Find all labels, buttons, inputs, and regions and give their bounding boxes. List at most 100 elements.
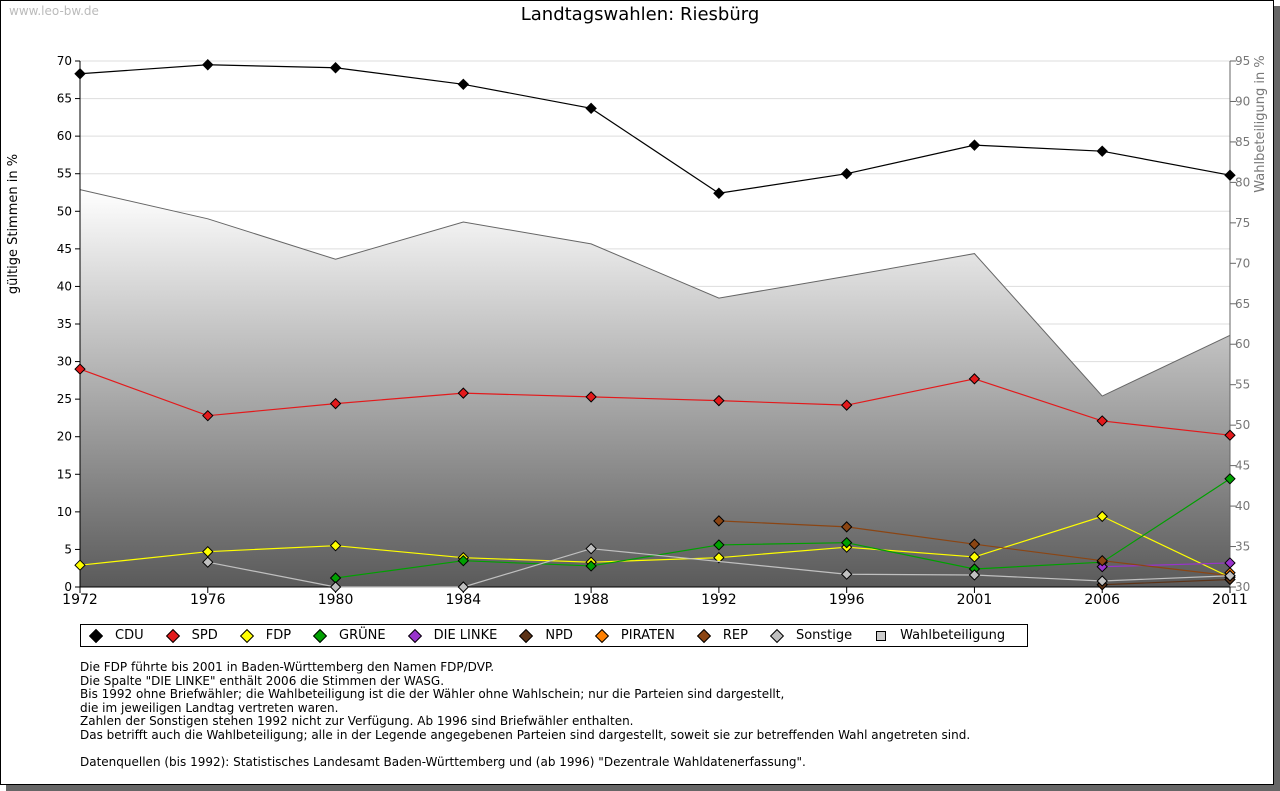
note-line <box>80 743 970 757</box>
x-tick-label: 1996 <box>829 592 865 608</box>
point-cdu <box>968 139 981 151</box>
note-line: Bis 1992 ohne Briefwähler; die Wahlbetei… <box>80 687 785 702</box>
y-tick-label: 40 <box>57 279 72 293</box>
point-grüne <box>1224 473 1236 485</box>
legend-marker-icon <box>876 630 887 641</box>
legend-item: Wahlbeteiligung <box>876 628 1005 643</box>
x-tick-label: 2001 <box>957 592 993 608</box>
point-cdu <box>457 78 470 91</box>
legend-item: SPD <box>165 628 218 643</box>
legend-marker-icon <box>696 628 711 643</box>
y-tick-label: 50 <box>57 204 72 218</box>
x-tick-label: 2011 <box>1212 592 1248 608</box>
legend-item: CDU <box>88 628 144 643</box>
y-tick-label: 10 <box>57 505 72 519</box>
point-cdu <box>840 168 853 180</box>
legend-item: FDP <box>239 628 292 643</box>
legend-marker-icon <box>165 628 180 643</box>
point-cdu <box>202 59 214 71</box>
x-tick-label: 1984 <box>446 592 482 608</box>
x-tick-label: 1980 <box>318 592 354 608</box>
line-sonstige <box>207 548 1231 588</box>
point-spd <box>1224 429 1236 441</box>
legend-marker-icon <box>88 628 104 643</box>
y2-tick-label: 60 <box>1235 337 1250 351</box>
point-fdp <box>1096 510 1108 523</box>
point-fdp <box>968 551 981 563</box>
x-tick-label: 1992 <box>701 592 737 608</box>
y2-tick-label: 70 <box>1235 256 1250 270</box>
point-grüne <box>585 560 597 572</box>
y2-tick-label: 35 <box>1235 540 1250 554</box>
point-cdu <box>713 187 725 199</box>
point-spd <box>202 409 214 422</box>
point-fdp <box>329 539 342 552</box>
point-sonstige <box>202 556 214 568</box>
legend-label: REP <box>722 628 748 643</box>
y-tick-label: 35 <box>57 317 72 331</box>
legend-label: FDP <box>265 628 292 643</box>
legend-item: REP <box>696 628 748 643</box>
line-fdp <box>79 515 1231 578</box>
y-tick-label: 65 <box>57 92 72 106</box>
y2-tick-label: 45 <box>1235 459 1250 473</box>
legend-marker-icon <box>519 628 534 643</box>
legend-marker-icon <box>769 628 785 643</box>
legend-item: GRÜNE <box>312 628 386 643</box>
legend-marker-icon <box>239 628 254 643</box>
y-tick-label: 20 <box>57 430 72 444</box>
watermark: www.leo-bw.de <box>9 4 99 18</box>
point-rep <box>713 515 725 527</box>
y-tick-label: 70 <box>57 54 72 68</box>
y2-tick-label: 40 <box>1235 499 1250 513</box>
point-sonstige <box>585 542 597 555</box>
note-line: Datenquellen (bis 1992): Statistisches L… <box>80 755 806 770</box>
y2-tick-label: 75 <box>1235 216 1250 230</box>
note-line: die im jeweiligen Landtag vertreten ware… <box>80 700 339 715</box>
point-spd <box>585 391 597 403</box>
y2-axis-label: Wahlbeteiligung in % <box>1253 55 1268 192</box>
point-spd <box>713 394 725 407</box>
point-spd <box>1096 415 1108 427</box>
point-sonstige <box>457 581 470 593</box>
point-sonstige <box>1224 570 1236 582</box>
point-die-linke <box>1096 561 1108 573</box>
point-sonstige <box>968 569 981 581</box>
point-cdu <box>74 68 86 80</box>
point-sonstige <box>840 568 853 580</box>
legend-label: SPD <box>191 628 218 643</box>
legend-item: DIE LINKE <box>407 628 497 643</box>
line-cdu <box>79 64 1231 194</box>
y-tick-label: 60 <box>57 129 72 143</box>
y-tick-label: 30 <box>57 355 72 369</box>
legend-label: GRÜNE <box>339 628 386 643</box>
x-tick-label: 1988 <box>573 592 609 608</box>
legend-item: NPD <box>519 628 573 643</box>
y2-tick-label: 55 <box>1235 378 1250 392</box>
y2-tick-label: 30 <box>1235 580 1250 594</box>
point-cdu <box>1224 169 1236 181</box>
point-spd <box>457 387 470 399</box>
point-spd <box>840 399 853 411</box>
y-tick-label: 15 <box>57 467 72 481</box>
y2-tick-label: 80 <box>1235 175 1250 189</box>
line-die-linke <box>1102 562 1231 568</box>
point-rep <box>1096 554 1108 567</box>
y-tick-label: 5 <box>64 542 72 556</box>
point-spd <box>329 397 342 410</box>
y2-tick-label: 90 <box>1235 94 1250 108</box>
y2-tick-label: 85 <box>1235 135 1250 149</box>
y2-tick-label: 95 <box>1235 54 1250 68</box>
notes: Die FDP führte bis 2001 in Baden-Württem… <box>80 660 970 770</box>
note-line: Die Spalte "DIE LINKE" enthält 2006 die … <box>80 673 445 688</box>
note-line: Die FDP führte bis 2001 in Baden-Württem… <box>80 660 495 674</box>
point-fdp <box>713 551 725 564</box>
y-tick-label: 25 <box>57 392 72 406</box>
point-sonstige <box>1096 575 1108 587</box>
point-cdu <box>585 102 597 115</box>
point-grüne <box>457 554 470 567</box>
x-tick-label: 2006 <box>1084 592 1120 608</box>
line-spd <box>79 368 1231 436</box>
legend-marker-icon <box>407 628 422 643</box>
y-tick-label: 55 <box>57 167 72 181</box>
